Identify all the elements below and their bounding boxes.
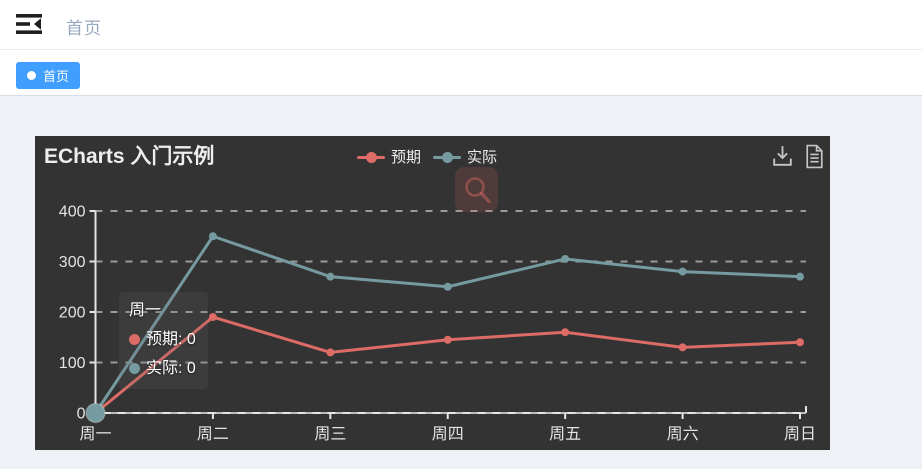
svg-text:400: 400 xyxy=(59,204,86,221)
top-navbar: 首页 xyxy=(0,0,922,50)
chart-title: ECharts 入门示例 xyxy=(44,145,215,168)
tags-view-bar: 首页 xyxy=(0,50,922,96)
svg-text:周一: 周一 xyxy=(79,426,111,443)
svg-text:300: 300 xyxy=(59,254,86,271)
hamburger-icon xyxy=(16,14,42,34)
legend-marker-actual-icon xyxy=(433,151,462,163)
svg-text:周日: 周日 xyxy=(784,426,816,443)
svg-text:100: 100 xyxy=(59,355,86,372)
legend-label-actual: 实际 xyxy=(467,149,498,166)
line-chart-plot[interactable]: 0 100 200 300 400 周一 周二 周三 周四 周五 周六 周日 xyxy=(35,136,830,450)
svg-text:周三: 周三 xyxy=(314,426,346,443)
legend-marker-expected-icon xyxy=(357,151,385,163)
legend-item-actual[interactable]: 实际 xyxy=(433,146,497,167)
tag-home[interactable]: 首页 xyxy=(16,62,81,89)
svg-text:周四: 周四 xyxy=(432,426,464,443)
magnifier-icon xyxy=(464,176,491,203)
save-image-icon[interactable] xyxy=(770,143,795,170)
chart-legend: 预期 实际 xyxy=(357,146,497,167)
svg-text:周五: 周五 xyxy=(549,426,581,443)
svg-text:200: 200 xyxy=(59,305,86,322)
data-zoom-button[interactable] xyxy=(455,167,498,212)
sidebar-toggle-button[interactable] xyxy=(15,11,45,37)
svg-text:周二: 周二 xyxy=(197,426,229,443)
main-content: 0 100 200 300 400 周一 周二 周三 周四 周五 周六 周日 ECharts 入门示例… xyxy=(0,96,922,469)
legend-item-expected[interactable]: 预期 xyxy=(357,146,421,167)
chart-toolbox xyxy=(770,143,827,170)
echarts-card: 0 100 200 300 400 周一 周二 周三 周四 周五 周六 周日 ECharts 入门示例… xyxy=(35,136,830,450)
svg-text:周六: 周六 xyxy=(667,425,699,443)
legend-label-expected: 预期 xyxy=(391,149,422,166)
tag-label: 首页 xyxy=(43,69,70,84)
tag-active-dot-icon xyxy=(27,71,36,80)
data-view-icon[interactable] xyxy=(802,143,827,170)
breadcrumb-home: 首页 xyxy=(66,19,102,38)
svg-text:0: 0 xyxy=(77,406,86,423)
